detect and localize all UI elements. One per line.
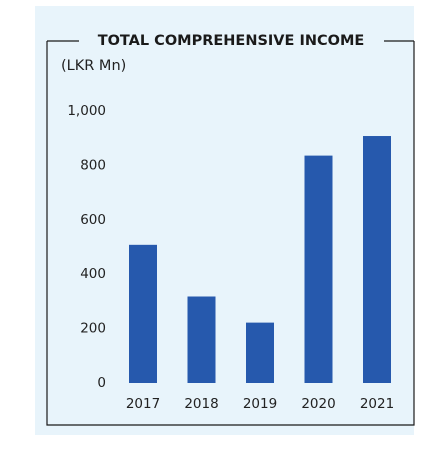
y-tick-label: 0 <box>97 375 106 391</box>
bar-2020 <box>304 155 333 383</box>
y-tick-label: 1,000 <box>67 103 106 119</box>
frame-left-right-bottom <box>46 41 415 426</box>
x-axis-ticks: 2017 2018 2019 2020 2021 <box>126 396 394 412</box>
x-tick-label: 2020 <box>301 396 335 412</box>
x-tick-label: 2019 <box>243 396 277 412</box>
x-tick-label: 2017 <box>126 396 160 412</box>
chart-panel <box>35 6 414 435</box>
y-axis-ticks: 0 200 400 600 800 1,000 <box>67 103 106 391</box>
chart-title: TOTAL COMPREHENSIVE INCOME <box>98 33 365 49</box>
bar-2018 <box>187 296 216 383</box>
x-tick-label: 2021 <box>360 396 394 412</box>
y-tick-label: 600 <box>80 212 106 228</box>
y-tick-label: 800 <box>80 157 106 173</box>
y-tick-label: 200 <box>80 321 106 337</box>
bar-2019 <box>246 322 274 383</box>
bars <box>129 136 391 383</box>
x-tick-label: 2018 <box>184 396 218 412</box>
unit-label: (LKR Mn) <box>61 58 126 74</box>
bar-2021 <box>363 136 391 383</box>
y-tick-label: 400 <box>80 266 106 282</box>
bar-2017 <box>129 244 157 383</box>
